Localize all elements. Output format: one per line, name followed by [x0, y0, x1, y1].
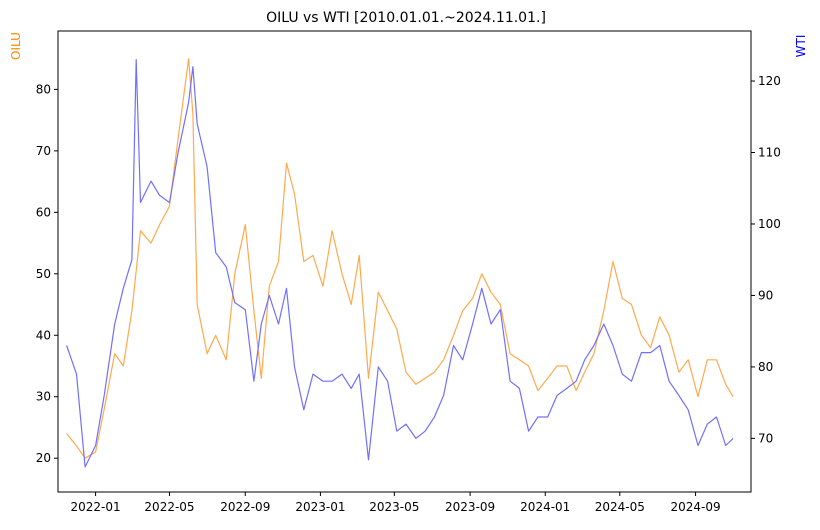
x-tick-label: 2022-05	[144, 500, 194, 514]
x-tick-label: 2024-09	[670, 500, 720, 514]
x-tick-label: 2023-01	[295, 500, 345, 514]
left-y-tick-label: 30	[36, 390, 51, 404]
right-y-tick-label: 120	[758, 74, 781, 88]
x-tick-label: 2023-05	[369, 500, 419, 514]
right-y-tick-label: 90	[758, 288, 773, 302]
left-y-tick-label: 80	[36, 82, 51, 96]
series-layer	[66, 58, 734, 468]
x-tick-label: 2022-09	[220, 500, 270, 514]
left-y-tick-label: 20	[36, 451, 51, 465]
plot-frame	[57, 30, 752, 493]
series-line-oilu	[66, 58, 734, 459]
right-y-tick-label: 80	[758, 360, 773, 374]
x-tick-label: 2024-01	[520, 500, 570, 514]
left-y-tick-label: 40	[36, 328, 51, 342]
axis-layer: 2022-01 2022-05 2022-09 2023-01 2023-05 2023-…	[36, 74, 781, 514]
right-y-tick-label: 100	[758, 217, 781, 231]
x-tick-label: 2023-09	[445, 500, 495, 514]
right-y-tick-label: 110	[758, 146, 781, 160]
left-y-tick-label: 70	[36, 144, 51, 158]
right-axis-label: WTI	[794, 35, 808, 58]
series-line-wti	[66, 58, 734, 468]
x-tick-label: 2024-05	[595, 500, 645, 514]
left-axis-label: OILU	[9, 32, 23, 60]
left-y-tick-label: 60	[36, 205, 51, 219]
chart-title: OILU vs WTI [2010.01.01.~2024.11.01.]	[266, 10, 546, 26]
right-y-tick-label: 70	[758, 431, 773, 445]
x-tick-label: 2022-01	[71, 500, 121, 514]
left-y-tick-label: 50	[36, 267, 51, 281]
